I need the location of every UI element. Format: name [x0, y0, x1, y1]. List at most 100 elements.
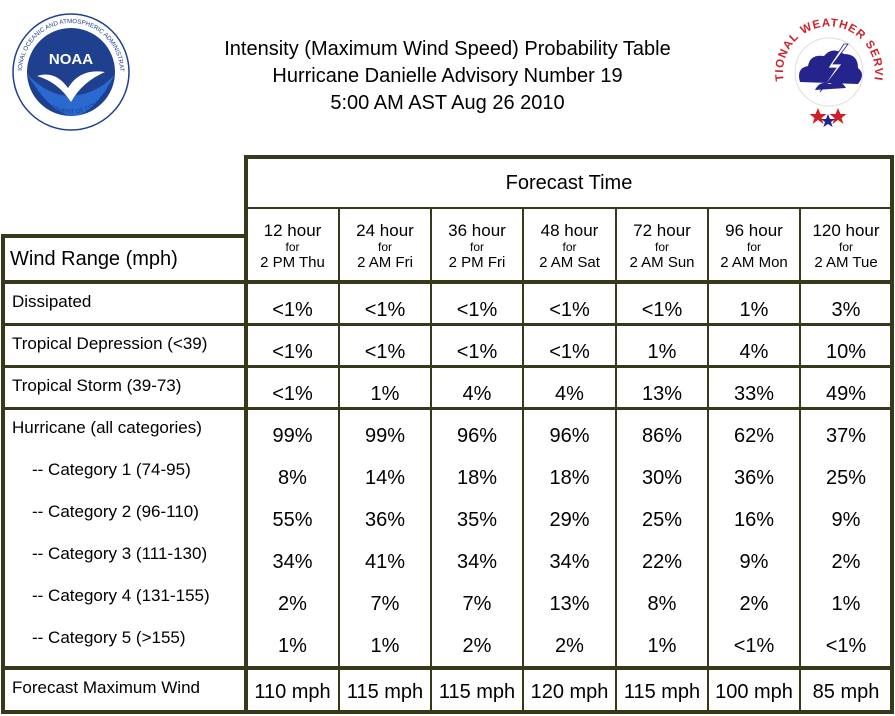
row-label: -- Category 3 (111-130) [32, 544, 208, 563]
table-cell: 10% [825, 340, 867, 363]
table-cell: 4% [462, 382, 492, 405]
table-cell: 18% [456, 466, 498, 489]
table-cell: 99% [272, 424, 313, 447]
column-header-hours: 36 hour [448, 221, 506, 240]
table-cell: 4% [739, 340, 769, 363]
table-cell: 7% [462, 592, 492, 615]
table-cell: 1% [831, 592, 861, 615]
table-cell: 34% [549, 550, 590, 573]
column-divider [799, 208, 801, 712]
chart-title: Intensity (Maximum Wind Speed) Probabili… [150, 36, 745, 117]
table-cell: 96% [456, 424, 498, 447]
label-column-border [244, 155, 248, 712]
column-header-for: for [562, 240, 577, 254]
column-header-time: 2 PM Thu [260, 254, 325, 271]
footer-cell: 100 mph [715, 680, 793, 703]
column-header-time: 2 AM Mon [720, 254, 788, 271]
table-cell: <1% [825, 634, 867, 657]
footer-row-label: Forecast Maximum Wind [12, 678, 200, 697]
wind-range-header: Wind Range (mph) [10, 248, 178, 270]
table-cell: 8% [278, 466, 307, 489]
table-cell: 16% [733, 508, 775, 531]
footer-cell: 115 mph [438, 680, 516, 703]
table-cell: 35% [456, 508, 498, 531]
table-cell: 30% [641, 466, 683, 489]
row-label: -- Category 5 (>155) [32, 628, 186, 647]
column-header: 120 hour for 2 AM Tue [800, 221, 892, 272]
table-cell: <1% [272, 340, 313, 363]
table-cell: <1% [641, 298, 683, 321]
table-cell: 1% [370, 382, 400, 405]
column-header: 12 hour for 2 PM Thu [246, 221, 339, 272]
forecast-time-header: Forecast Time [505, 171, 633, 194]
column-header-hours: 72 hour [633, 221, 691, 240]
noaa-logo-text: NOAA [49, 51, 93, 68]
column-header-for: for [377, 240, 392, 254]
row-label: -- Category 4 (131-155) [32, 586, 210, 605]
column-header: 96 hour for 2 AM Mon [708, 221, 800, 272]
column-header-time: 2 AM Tue [814, 254, 878, 271]
table-cell: 2% [555, 634, 584, 657]
row-label: Hurricane (all categories) [12, 418, 202, 437]
column-header-time: 2 AM Fri [357, 254, 413, 271]
table-cell: 2% [739, 592, 769, 615]
table-cell: <1% [272, 382, 313, 405]
table-cell: <1% [549, 340, 590, 363]
column-divider [615, 208, 617, 712]
table-cell: 62% [733, 424, 775, 447]
title-line-1: Intensity (Maximum Wind Speed) Probabili… [224, 38, 671, 60]
column-header-for: for [654, 240, 669, 254]
row-label: Dissipated [12, 292, 92, 311]
table-cell: 8% [647, 592, 677, 615]
column-header-hours: 12 hour [263, 221, 322, 240]
table-cell: 86% [641, 424, 683, 447]
table-cell: <1% [549, 298, 590, 321]
row-header-top-border [1, 234, 246, 238]
header-bottom-border [1, 280, 894, 284]
table-cell: 13% [549, 592, 590, 615]
table-cell: <1% [364, 340, 406, 363]
table-cell: 99% [364, 424, 406, 447]
table-cell: <1% [272, 298, 313, 321]
table-border-bottom [1, 710, 894, 714]
column-divider [522, 208, 524, 712]
table-cell: 25% [825, 466, 867, 489]
table-cell: 34% [456, 550, 498, 573]
column-header-time: 2 AM Sat [539, 254, 600, 271]
table-cell: 22% [641, 550, 683, 573]
table-cell: <1% [733, 634, 775, 657]
table-cell: 36% [364, 508, 406, 531]
table-cell: 4% [555, 382, 584, 405]
table-cell: 34% [272, 550, 313, 573]
footer-cell: 115 mph [346, 680, 424, 703]
column-header-time: 2 PM Fri [448, 254, 506, 271]
footer-cell: 85 mph [812, 680, 880, 703]
column-header-for: for [746, 240, 761, 254]
column-header-hours: 96 hour [725, 221, 783, 240]
row-divider [1, 407, 894, 410]
table-cell: 2% [831, 550, 861, 573]
footer-cell: 110 mph [254, 680, 331, 703]
row-label: Tropical Storm (39-73) [12, 376, 182, 395]
table-cell: 18% [549, 466, 590, 489]
table-cell: 49% [825, 382, 867, 405]
table-cell: 29% [549, 508, 590, 531]
title-line-2: Hurricane Danielle Advisory Number 19 [272, 65, 623, 87]
table-border-right [890, 155, 894, 712]
column-header-for: for [469, 240, 484, 254]
row-divider [1, 323, 894, 326]
row-label: -- Category 2 (96-110) [32, 502, 199, 521]
table-cell: 55% [272, 508, 313, 531]
table-cell: 1% [647, 634, 677, 657]
column-divider [707, 208, 709, 712]
table-border-top [244, 155, 894, 159]
column-divider [430, 208, 432, 712]
table-cell: 1% [370, 634, 400, 657]
table-cell: 33% [733, 382, 775, 405]
table-cell: 9% [739, 550, 769, 573]
column-header: 72 hour for 2 AM Sun [616, 221, 708, 272]
column-header-for: for [838, 240, 853, 254]
table-cell: <1% [364, 298, 406, 321]
table-cell: 3% [831, 298, 861, 321]
